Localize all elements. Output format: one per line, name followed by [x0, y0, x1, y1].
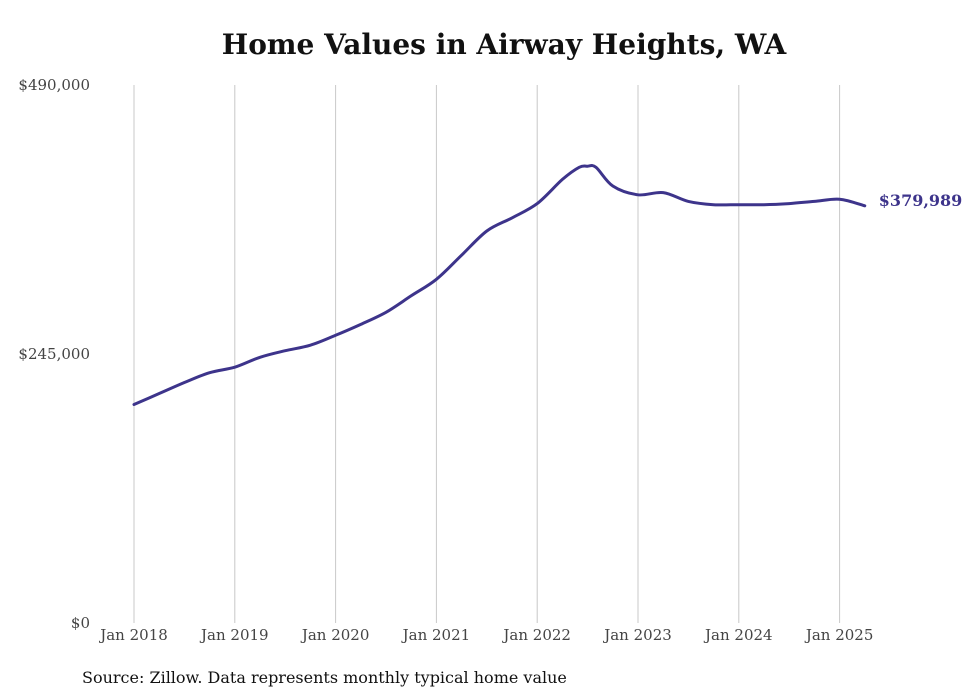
chart-title: Home Values in Airway Heights, WA	[221, 28, 787, 61]
series-lines: $379,989	[132, 164, 963, 406]
x-tick-label: Jan 2022	[501, 626, 571, 644]
source-note: Source: Zillow. Data represents monthly …	[82, 668, 567, 687]
series-line	[132, 164, 867, 406]
x-tick-label: Jan 2019	[199, 626, 269, 644]
y-tick-label: $0	[71, 614, 90, 632]
x-axis-ticks: Jan 2018 Jan 2019 Jan 2020 Jan 2021 Jan 2022…	[98, 626, 873, 644]
y-tick-label: $245,000	[18, 345, 90, 363]
y-tick-label: $490,000	[18, 76, 90, 94]
x-tick-label: Jan 2025	[804, 626, 874, 644]
end-value-label: $379,989	[879, 191, 963, 210]
gridlines	[133, 85, 841, 623]
x-tick-label: Jan 2023	[602, 626, 672, 644]
y-axis-ticks: $0 $245,000 $490,000	[18, 76, 90, 632]
x-tick-label: Jan 2020	[300, 626, 370, 644]
x-tick-label: Jan 2018	[98, 626, 168, 644]
x-tick-label: Jan 2024	[703, 626, 773, 644]
x-tick-label: Jan 2021	[401, 626, 471, 644]
